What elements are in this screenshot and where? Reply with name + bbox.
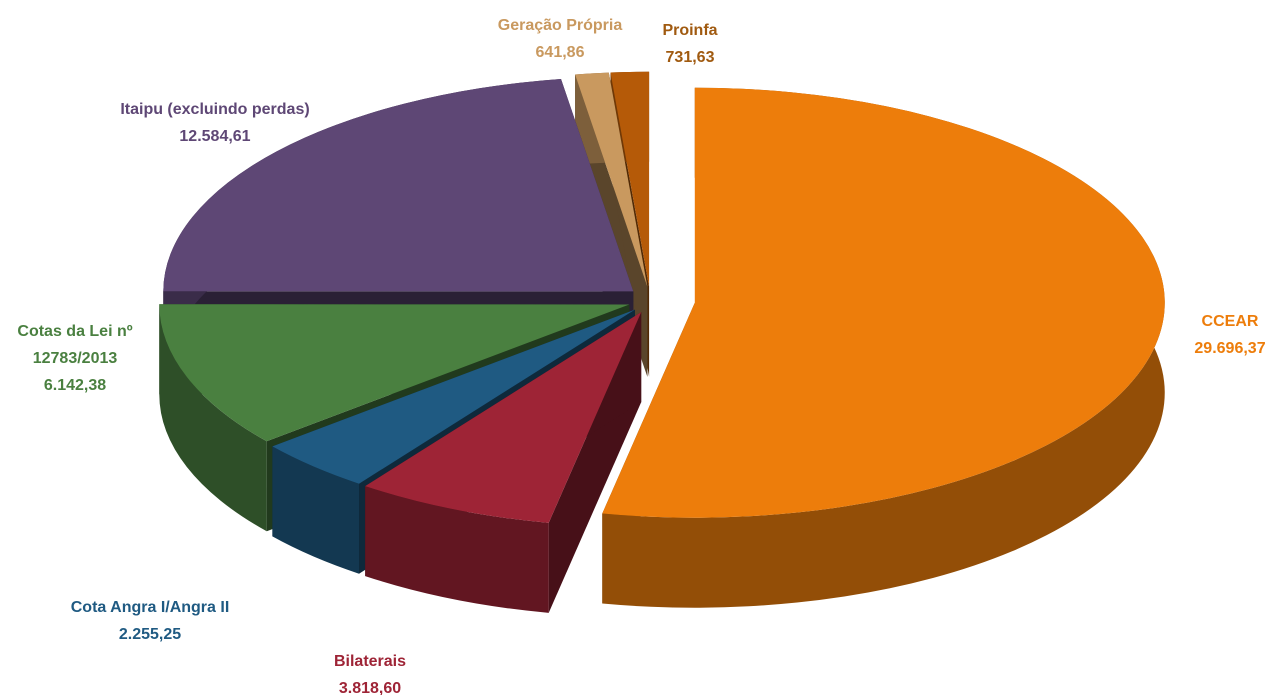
- slice-wall: [365, 486, 549, 613]
- slice-top: [610, 71, 650, 287]
- category-label: Cota Angra I/Angra II: [70, 599, 230, 616]
- data-label: Geração Própria 641,86: [498, 12, 623, 66]
- value-label: 641,86: [535, 44, 585, 61]
- value-label: 3.818,60: [338, 680, 402, 695]
- slice-top: [365, 312, 642, 523]
- value-label: 6.142,38: [43, 377, 107, 394]
- data-label: Cotas da Lei nº 12783/2013 6.142,38: [5, 318, 145, 399]
- slice-top: [272, 309, 635, 484]
- slice: [602, 87, 1165, 608]
- data-label: Bilaterais 3.818,60: [334, 648, 406, 695]
- category-label: Itaipu (excluindo perdas): [120, 101, 310, 118]
- slice-wall: [159, 304, 267, 532]
- slice-wall: [272, 446, 359, 574]
- slice-top: [163, 79, 634, 292]
- slice-top: [159, 304, 630, 442]
- category-label: Bilaterais: [333, 653, 407, 670]
- value-label: 29.696,37: [1194, 340, 1266, 357]
- data-label: CCEAR 29.696,37: [1194, 308, 1265, 362]
- category-label: Geração Própria: [497, 17, 623, 34]
- category-label: Cotas da Lei nº 12783/2013: [17, 323, 133, 367]
- data-label: Cota Angra I/Angra II 2.255,25: [71, 594, 230, 648]
- value-label: 731,63: [665, 49, 715, 66]
- value-label: 2.255,25: [118, 626, 182, 643]
- value-label: 12.584,61: [179, 128, 251, 145]
- data-label: Proinfa 731,63: [662, 17, 717, 71]
- category-label: Proinfa: [662, 22, 718, 39]
- slice: [365, 312, 642, 613]
- category-label: CCEAR: [1201, 313, 1259, 330]
- slice-top: [602, 87, 1165, 518]
- data-label: Itaipu (excluindo perdas) 12.584,61: [120, 96, 309, 150]
- slice-top: [575, 72, 648, 287]
